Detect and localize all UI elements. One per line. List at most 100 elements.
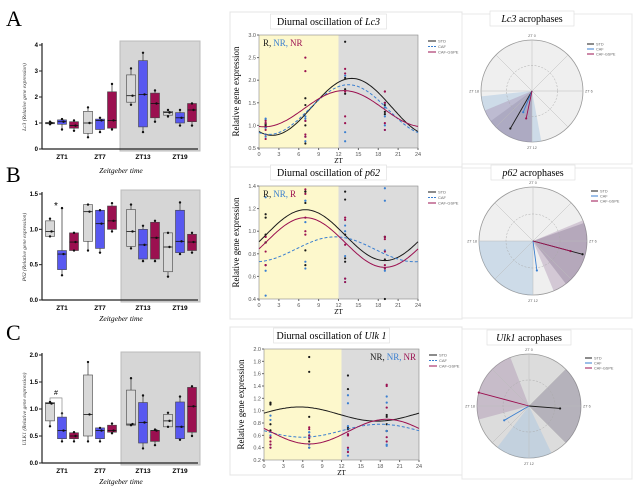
x-tick-label: 24 — [415, 303, 421, 309]
y-tick-label: 0.0 — [30, 461, 39, 467]
data-point — [98, 251, 102, 254]
box-caf-gspe-zt13 — [150, 89, 160, 123]
vector-arrowhead — [559, 407, 562, 410]
legend-label: STD — [600, 190, 608, 194]
vector-arrowhead — [525, 117, 528, 120]
data-point-caf-gspe — [308, 426, 311, 429]
acrophase-vector-std — [528, 405, 561, 409]
y-tick-label: 1.0 — [30, 227, 39, 233]
data-point — [48, 235, 52, 238]
significance-mark: * — [54, 201, 58, 212]
data-point-caf-gspe — [383, 128, 386, 132]
data-point — [155, 102, 158, 105]
x-tick-label: ZT19 — [172, 305, 188, 312]
data-point — [141, 394, 145, 397]
box-caf-gspe-zt7 — [107, 422, 117, 435]
x-tick-label: ZT19 — [172, 154, 188, 161]
data-point-caf — [308, 431, 311, 434]
chart-title-gene: p62 — [501, 168, 517, 179]
x-axis-label: ZT — [337, 469, 346, 477]
chart-title-prefix: Diurnal oscillation of — [277, 17, 365, 28]
vector-arrowhead — [522, 111, 525, 114]
x-tick-label: 24 — [415, 152, 421, 158]
x-tick-label: 21 — [395, 152, 401, 158]
data-point-caf — [304, 221, 307, 224]
chart-title-suffix: acrophases — [517, 168, 563, 179]
data-point-caf-gspe — [346, 450, 350, 454]
box-std-zt19 — [163, 411, 173, 429]
data-point-std — [385, 415, 388, 418]
data-point-caf — [383, 115, 386, 118]
data-point-caf-gspe — [304, 70, 307, 73]
acrophase-vector-caf — [522, 90, 533, 113]
data-point-caf-gspe — [304, 192, 307, 196]
y-tick-label: 1 — [35, 121, 39, 127]
box-iqr — [187, 103, 197, 123]
data-point-caf — [385, 395, 388, 398]
data-point — [86, 136, 90, 139]
data-point — [86, 360, 90, 364]
chart-title: Diurnal oscillation of Lc3 — [277, 17, 380, 28]
data-point — [48, 425, 52, 428]
box-std-zt7 — [83, 203, 93, 252]
data-point — [72, 231, 76, 235]
x-axis-label: Zeitgeber time — [99, 477, 143, 486]
data-point-caf-gspe — [304, 233, 307, 236]
data-point — [98, 440, 102, 443]
y-tick-label: 1.5 — [30, 192, 39, 198]
data-point — [88, 210, 91, 213]
x-tick-label: 6 — [301, 464, 304, 470]
data-point — [110, 230, 114, 233]
data-point-caf-gspe — [385, 383, 388, 386]
data-point-caf — [385, 443, 388, 446]
x-tick-label: ZT1 — [56, 468, 68, 475]
data-point — [50, 402, 53, 405]
y-axis-label: Relative gene expression — [231, 197, 241, 287]
data-point-caf — [346, 454, 350, 457]
data-point — [166, 411, 170, 414]
data-point-caf-gspe — [264, 264, 267, 267]
fit-curve-caf-gspe — [258, 217, 419, 268]
data-point — [129, 103, 133, 107]
data-point — [153, 89, 157, 92]
y-tick-label: 0.8 — [248, 252, 256, 258]
data-point-caf — [269, 418, 272, 422]
data-point — [192, 108, 195, 112]
box-iqr — [138, 60, 148, 128]
y-tick-label: 2 — [35, 95, 39, 101]
acrophase-vector-caf — [504, 405, 530, 421]
data-point-caf-gspe — [383, 122, 386, 125]
y-tick-label: 1.8 — [253, 359, 261, 365]
y-tick-label: 0.4 — [253, 446, 261, 452]
x-tick-label: 6 — [297, 152, 300, 158]
chart-title-gene: Lc3 — [500, 14, 516, 25]
data-point — [180, 240, 183, 243]
box-iqr — [187, 387, 197, 433]
data-point-std — [304, 103, 307, 107]
data-point-caf-gspe — [264, 128, 267, 132]
data-point-std — [346, 374, 350, 377]
cosinor-plot-p62: 0 3 6 9 12 15 18 21 24 0.4 0.6 0.8 1.0 1.2 1.4 ZT Relati… — [229, 164, 463, 320]
title-box — [273, 327, 390, 344]
data-point — [178, 395, 182, 398]
fit-curve-std — [258, 209, 419, 262]
y-tick-label: 0.5 — [30, 434, 39, 440]
vector-arrowhead — [509, 127, 512, 130]
data-point — [141, 130, 145, 134]
y-tick-label: 0.8 — [253, 421, 261, 427]
x-tick-label: 24 — [416, 464, 422, 470]
fit-curve-std — [258, 77, 419, 136]
data-point — [72, 440, 76, 443]
box-iqr — [95, 118, 105, 130]
data-point-std — [308, 440, 311, 443]
data-point-caf-gspe — [346, 433, 350, 436]
data-point-std — [344, 198, 347, 201]
x-tick-label: 15 — [355, 303, 361, 309]
significance-bracket — [49, 397, 63, 416]
data-point-caf-gspe — [383, 101, 386, 104]
data-point — [110, 201, 114, 205]
box-caf-zt19 — [175, 395, 185, 441]
x-tick-label: 3 — [277, 152, 280, 158]
data-point-caf-gspe — [264, 250, 267, 253]
